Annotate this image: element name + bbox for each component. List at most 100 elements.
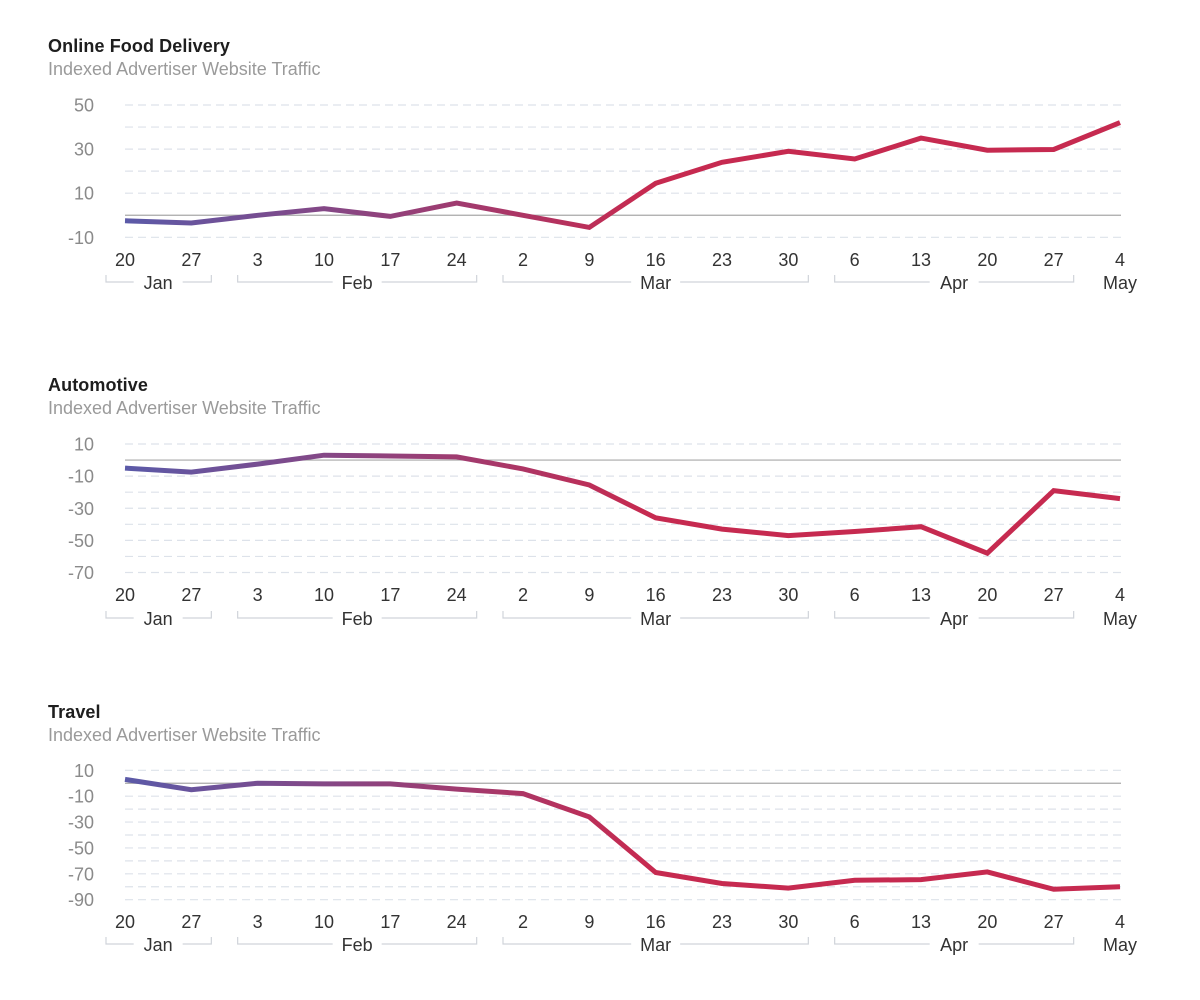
x-tick-label: 10 [314, 912, 334, 932]
data-point [919, 524, 924, 529]
month-bracket [105, 937, 212, 945]
data-point [255, 213, 260, 218]
chart-title: Automotive [48, 375, 148, 395]
month-label: Mar [640, 935, 671, 955]
month-label: Apr [940, 609, 968, 629]
month-label: May [1103, 935, 1137, 955]
x-tick-label: 9 [584, 250, 594, 270]
x-tick-label: 3 [253, 912, 263, 932]
y-tick-label: -90 [68, 890, 94, 910]
data-point [521, 466, 526, 471]
data-point [587, 814, 592, 819]
x-tick-label: 4 [1115, 912, 1125, 932]
chart-subtitle: Indexed Advertiser Website Traffic [48, 398, 321, 418]
x-tick-label: 27 [181, 250, 201, 270]
chart-1: 10 -10 -30 -50 -70 20 27 3 10 17 24 2 9 16 23 30 6 13 20 27… [68, 435, 1137, 630]
data-point [1118, 120, 1123, 125]
month-bracket [502, 611, 809, 619]
month-bracket [502, 275, 809, 283]
data-point [454, 787, 459, 792]
data-point [587, 225, 592, 230]
data-point [653, 870, 658, 875]
data-point [255, 781, 260, 786]
chart-subtitle: Indexed Advertiser Website Traffic [48, 59, 321, 79]
x-tick-label: 27 [1044, 585, 1064, 605]
x-tick-label: 10 [314, 585, 334, 605]
data-point [189, 787, 194, 792]
x-tick-label: 30 [778, 912, 798, 932]
chart-2: 10 -10 -30 -50 -70 -90 20 27 3 10 17 24 2 9 16 23 30 6 13 2… [68, 761, 1137, 955]
month-label: Feb [342, 609, 373, 629]
data-point [454, 454, 459, 459]
x-tick-label: 9 [584, 912, 594, 932]
data-point [1051, 147, 1056, 152]
series-line [124, 776, 1121, 892]
y-tick-label: -10 [68, 787, 94, 807]
x-tick-label: 6 [850, 912, 860, 932]
x-tick-label: 3 [253, 585, 263, 605]
x-tick-label: 17 [380, 585, 400, 605]
data-point [1118, 496, 1123, 501]
data-point [786, 149, 791, 154]
chart-title: Online Food Delivery [48, 36, 231, 56]
month-label: Jan [144, 609, 173, 629]
data-point [852, 878, 857, 883]
y-tick-label: -10 [68, 228, 94, 248]
month-bracket [834, 275, 1075, 283]
data-point [454, 201, 459, 206]
data-point [388, 214, 393, 219]
month-label: Feb [342, 273, 373, 293]
x-tick-label: 23 [712, 250, 732, 270]
x-tick-label: 6 [850, 585, 860, 605]
month-bracket [834, 611, 1075, 619]
y-tick-label: 50 [74, 96, 94, 116]
data-point [852, 157, 857, 162]
x-tick-label: 20 [977, 585, 997, 605]
month-label: May [1103, 273, 1137, 293]
data-point [786, 886, 791, 891]
month-label: Mar [640, 273, 671, 293]
data-point [189, 220, 194, 225]
month-label: Apr [940, 273, 968, 293]
data-point [852, 529, 857, 534]
data-point [322, 206, 327, 211]
x-tick-label: 20 [115, 912, 135, 932]
data-point [985, 148, 990, 153]
x-tick-label: 27 [181, 585, 201, 605]
y-tick-label: -30 [68, 499, 94, 519]
data-point [189, 470, 194, 475]
data-point [786, 533, 791, 538]
month-label: Jan [144, 935, 173, 955]
chart-subtitle: Indexed Advertiser Website Traffic [48, 725, 321, 745]
month-bracket [105, 275, 212, 283]
data-point [720, 527, 725, 532]
month-label: Jan [144, 273, 173, 293]
data-point [521, 791, 526, 796]
data-point [919, 877, 924, 882]
month-bracket [502, 937, 809, 945]
x-tick-label: 2 [518, 585, 528, 605]
data-point [653, 515, 658, 520]
data-point [322, 453, 327, 458]
x-tick-label: 3 [253, 250, 263, 270]
month-label: May [1103, 609, 1137, 629]
month-bracket [237, 611, 478, 619]
x-tick-label: 27 [181, 912, 201, 932]
chart-title: Travel [48, 702, 101, 722]
x-tick-label: 23 [712, 912, 732, 932]
data-point [388, 781, 393, 786]
data-point [521, 213, 526, 218]
data-point [653, 181, 658, 186]
data-point [123, 777, 128, 782]
x-tick-label: 20 [977, 250, 997, 270]
month-label: Apr [940, 935, 968, 955]
x-tick-label: 10 [314, 250, 334, 270]
y-tick-label: -50 [68, 531, 94, 551]
x-tick-label: 24 [447, 912, 467, 932]
x-tick-label: 16 [646, 250, 666, 270]
data-point [720, 160, 725, 165]
y-tick-label: 10 [74, 435, 94, 455]
data-point [255, 462, 260, 467]
x-tick-label: 20 [115, 585, 135, 605]
